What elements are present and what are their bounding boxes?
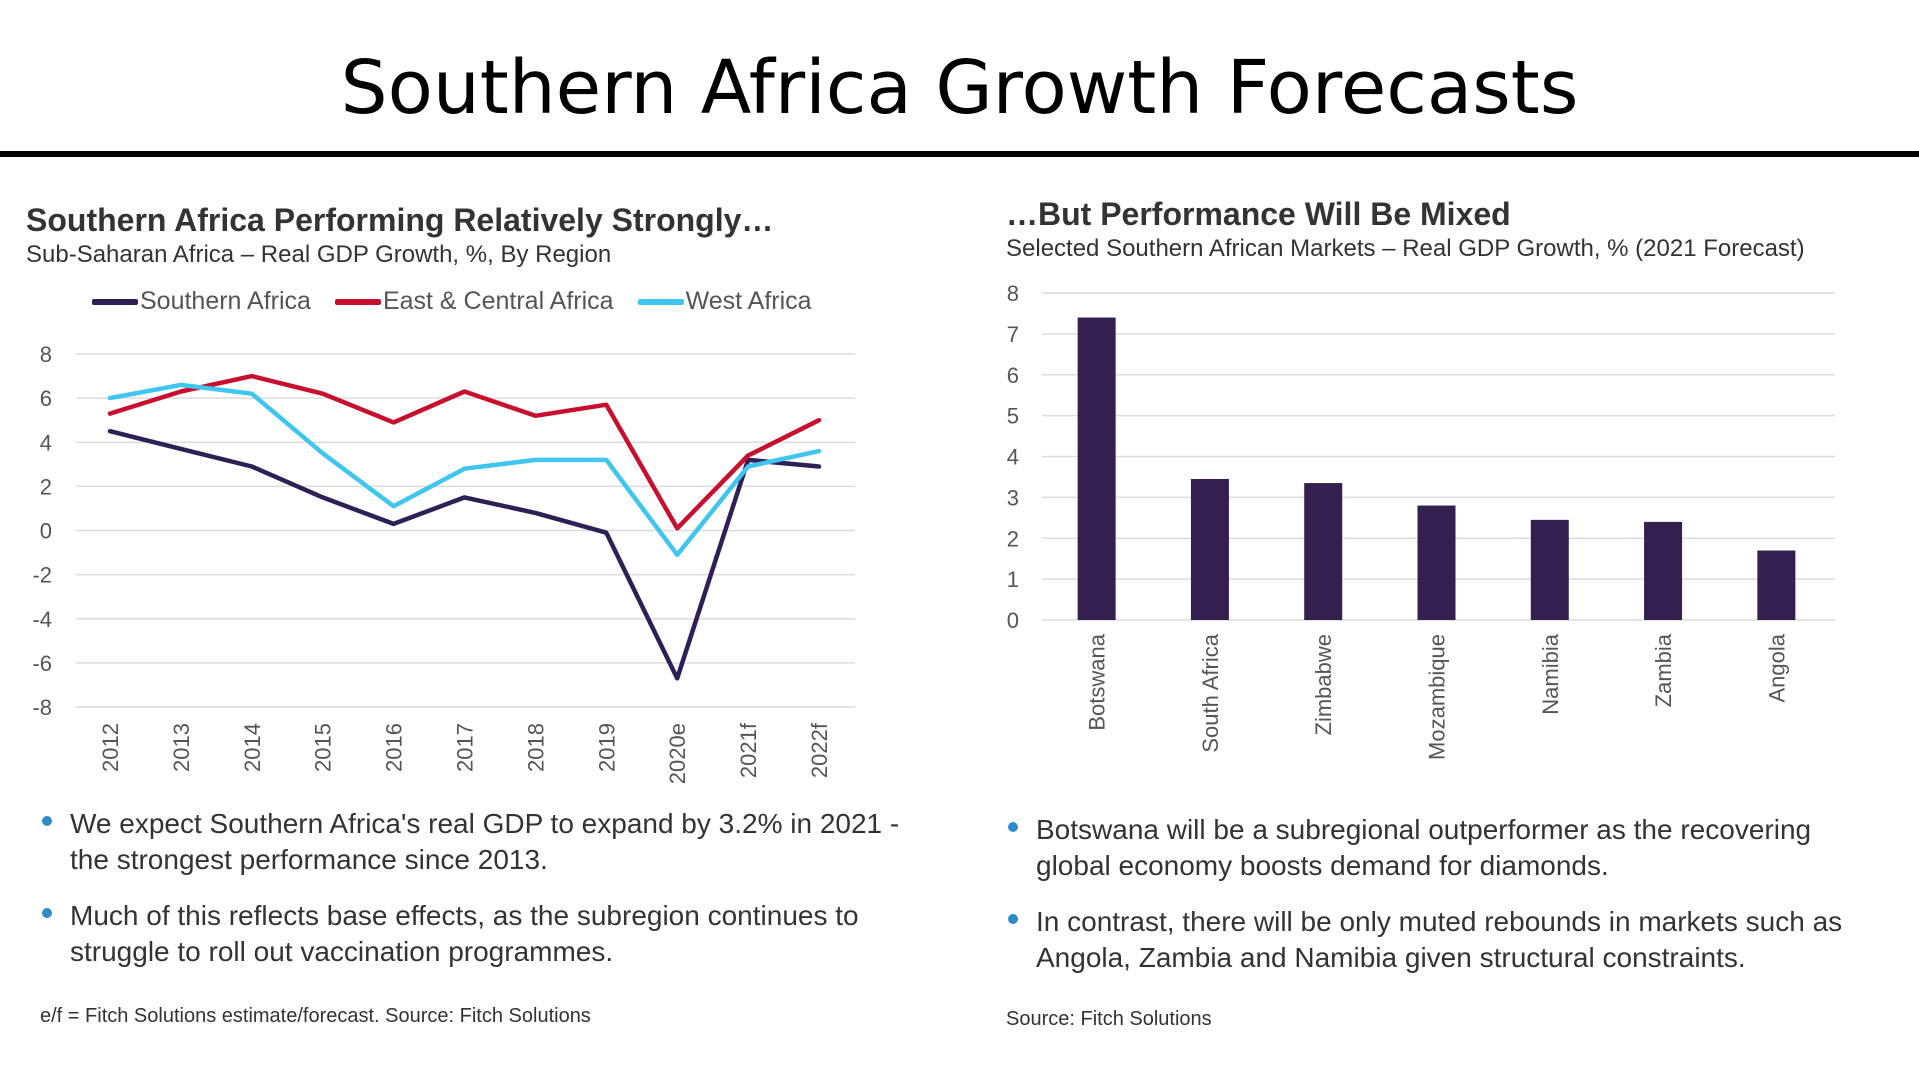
line-y-tick: -6 <box>32 651 52 676</box>
bar-y-tick: 5 <box>1007 404 1019 429</box>
line-y-tick: 6 <box>40 386 52 411</box>
legend-item-west-africa: West Africa <box>637 287 812 316</box>
bar-y-tick: 6 <box>1007 363 1019 388</box>
left-bullet-list: We expect Southern Africa's real GDP to … <box>40 806 940 990</box>
bar-angola <box>1757 550 1796 620</box>
bar-x-tick: Zambia <box>1651 633 1676 707</box>
bar-namibia <box>1530 519 1569 620</box>
right-bullet-1: Botswana will be a subregional outperfor… <box>1006 812 1886 884</box>
bar-y-tick: 0 <box>1007 608 1019 633</box>
legend-item-east-central-africa: East & Central Africa <box>334 287 614 316</box>
bar-botswana <box>1077 317 1116 620</box>
bar-x-tick: Angola <box>1764 633 1789 702</box>
line-y-tick: -2 <box>32 563 52 588</box>
line-y-tick: 2 <box>40 474 52 499</box>
bar-x-tick: Namibia <box>1538 633 1563 714</box>
bar-y-tick: 1 <box>1007 567 1019 592</box>
legend-label-southern-africa: Southern Africa <box>140 287 311 315</box>
line-x-tick: 2013 <box>169 723 194 772</box>
line-x-tick: 2014 <box>240 723 265 772</box>
bar-x-tick: Zimbabwe <box>1311 634 1336 735</box>
bar-south-africa <box>1190 478 1229 620</box>
slide-title: Southern Africa Growth Forecasts <box>340 45 1579 131</box>
bar-zimbabwe <box>1304 483 1343 620</box>
line-y-tick: -4 <box>32 607 52 632</box>
legend-label-east-central-africa: East & Central Africa <box>382 287 614 315</box>
right-source-note: Source: Fitch Solutions <box>1006 1008 1212 1030</box>
line-y-tick: -8 <box>32 695 52 720</box>
right-panel-subtitle: Selected Southern African Markets – Real… <box>1006 235 1805 262</box>
left-bullet-1: We expect Southern Africa's real GDP to … <box>40 806 940 878</box>
bar-x-tick: Mozambique <box>1425 634 1450 760</box>
bar-x-tick: Botswana <box>1085 633 1110 730</box>
legend-item-southern-africa: Southern Africa <box>92 287 311 316</box>
bar-zambia <box>1644 521 1683 620</box>
line-x-tick: 2018 <box>523 723 548 772</box>
legend-label-west-africa: West Africa <box>685 287 812 315</box>
line-y-tick: 8 <box>40 342 52 367</box>
line-x-tick: 2021f <box>736 722 761 778</box>
bar-y-tick: 7 <box>1007 322 1019 347</box>
line-x-tick: 2015 <box>311 723 336 772</box>
legend-swatch-west-africa <box>637 298 684 305</box>
bar-y-tick: 8 <box>1007 281 1019 306</box>
right-bullet-list: Botswana will be a subregional outperfor… <box>1006 812 1886 996</box>
series-line-west-africa <box>107 382 822 558</box>
series-line-east-central-africa <box>107 373 822 531</box>
bar-y-tick: 4 <box>1007 445 1019 470</box>
bar-y-tick: 2 <box>1007 526 1019 551</box>
bar-x-tick: South Africa <box>1198 633 1223 752</box>
line-x-tick: 2020e <box>665 723 690 784</box>
left-bullet-2: Much of this reflects base effects, as t… <box>40 898 940 970</box>
line-y-tick: 0 <box>40 519 52 544</box>
line-x-tick: 2017 <box>453 723 478 772</box>
left-panel-title: Southern Africa Performing Relatively St… <box>26 202 774 238</box>
bar-y-tick: 3 <box>1007 485 1019 510</box>
line-x-tick: 2016 <box>382 723 407 772</box>
left-source-note: e/f = Fitch Solutions estimate/forecast.… <box>40 1005 591 1027</box>
line-x-tick: 2012 <box>98 723 123 772</box>
bar-mozambique <box>1417 505 1456 620</box>
left-panel-subtitle: Sub-Saharan Africa – Real GDP Growth, %,… <box>26 241 612 268</box>
title-divider <box>0 151 1919 157</box>
line-y-tick: 4 <box>40 430 52 455</box>
line-x-tick: 2022f <box>807 722 832 778</box>
line-chart-legend: Southern Africa East & Central Africa We… <box>92 287 812 316</box>
series-line-southern-africa <box>107 428 822 681</box>
line-x-tick: 2019 <box>594 723 619 772</box>
right-panel-title: …But Performance Will Be Mixed <box>1006 196 1511 232</box>
legend-swatch-east-central-africa <box>334 298 381 305</box>
right-bullet-2: In contrast, there will be only muted re… <box>1006 904 1886 976</box>
legend-swatch-southern-africa <box>92 298 138 305</box>
